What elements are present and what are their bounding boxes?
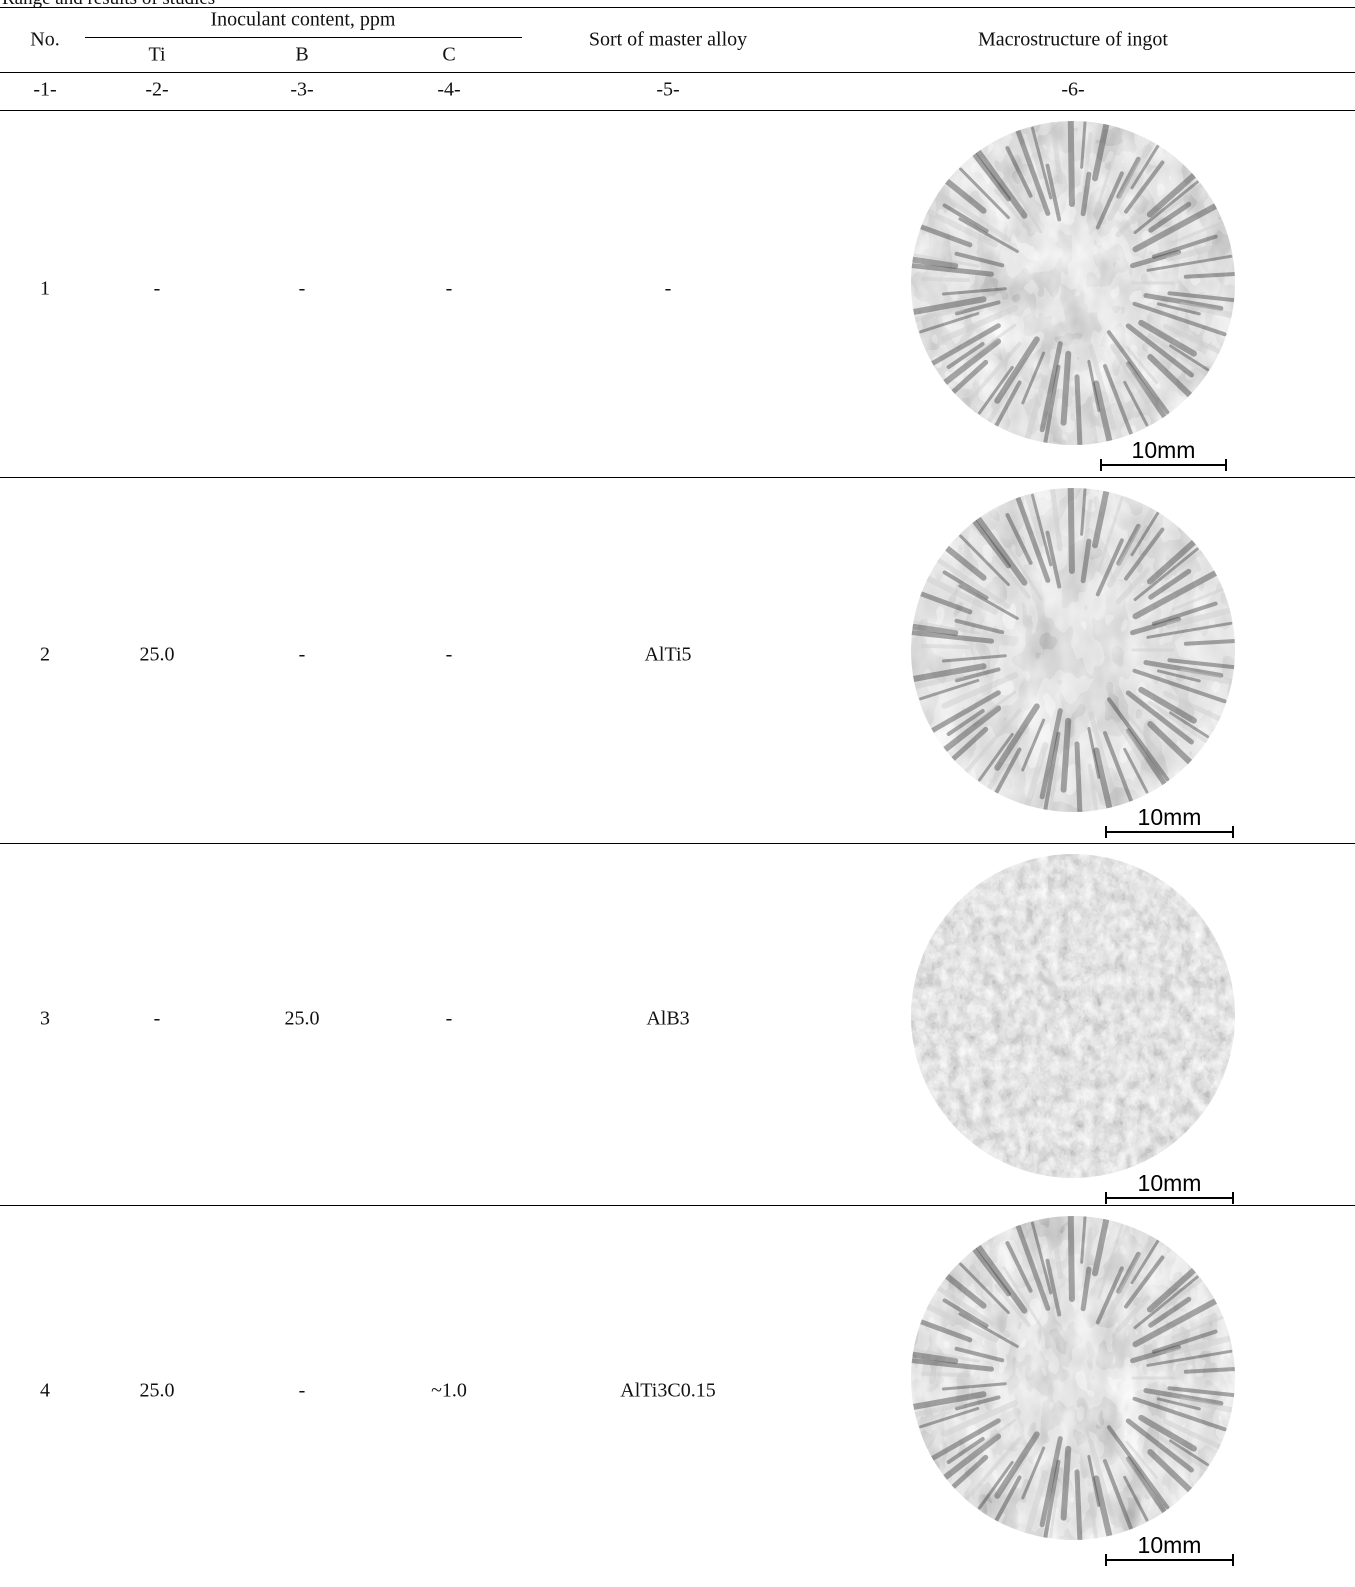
ingot-image: 10mm [893, 113, 1253, 475]
cell: 4 [40, 1380, 50, 1403]
cell: ~1.0 [431, 1380, 467, 1403]
column-number: -3- [290, 79, 313, 102]
header-cell: Ti [148, 44, 165, 67]
rule [0, 843, 1355, 844]
ingot-image: 10mm [893, 846, 1253, 1208]
rule [85, 37, 522, 38]
header-cell: C [442, 44, 455, 67]
header-cell: Sort of master alloy [589, 29, 747, 52]
scale-label: 10mm [1132, 437, 1196, 463]
cell: - [154, 277, 161, 300]
cell: 1 [40, 277, 50, 300]
cell: AlB3 [646, 1008, 689, 1031]
cell: AlTi3C0.15 [620, 1380, 715, 1403]
cell: - [446, 1008, 453, 1031]
cell: 3 [40, 1008, 50, 1031]
rule [0, 7, 1355, 8]
rule [0, 72, 1355, 73]
cell: - [154, 1008, 161, 1031]
cell: - [299, 277, 306, 300]
column-number: -5- [656, 79, 679, 102]
cell: 25.0 [140, 644, 175, 667]
page: {"caption": "Range and results of studie… [0, 0, 1355, 1587]
cell: - [446, 644, 453, 667]
column-number: -2- [145, 79, 168, 102]
scale-label: 10mm [1138, 804, 1202, 830]
cell: 25.0 [140, 1380, 175, 1403]
ingot-image: 10mm [893, 480, 1253, 842]
table-caption: Range and results of studies [2, 0, 215, 10]
cell: - [446, 277, 453, 300]
cell: 25.0 [285, 1008, 320, 1031]
ingot-image: 10mm [893, 1208, 1253, 1570]
cell: - [299, 1380, 306, 1403]
rule [0, 110, 1355, 111]
header-cell: B [295, 44, 308, 67]
cell: - [665, 277, 672, 300]
column-number: -1- [33, 79, 56, 102]
column-number: -6- [1061, 79, 1084, 102]
rule [0, 477, 1355, 478]
header-cell: Macrostructure of ingot [978, 29, 1168, 52]
cell: AlTi5 [644, 644, 691, 667]
cell: 2 [40, 644, 50, 667]
header-cell: No. [30, 29, 59, 52]
scale-label: 10mm [1138, 1532, 1202, 1558]
column-number: -4- [437, 79, 460, 102]
cell: - [299, 644, 306, 667]
scale-label: 10mm [1138, 1170, 1202, 1196]
header-cell: Inoculant content, ppm [211, 9, 396, 32]
